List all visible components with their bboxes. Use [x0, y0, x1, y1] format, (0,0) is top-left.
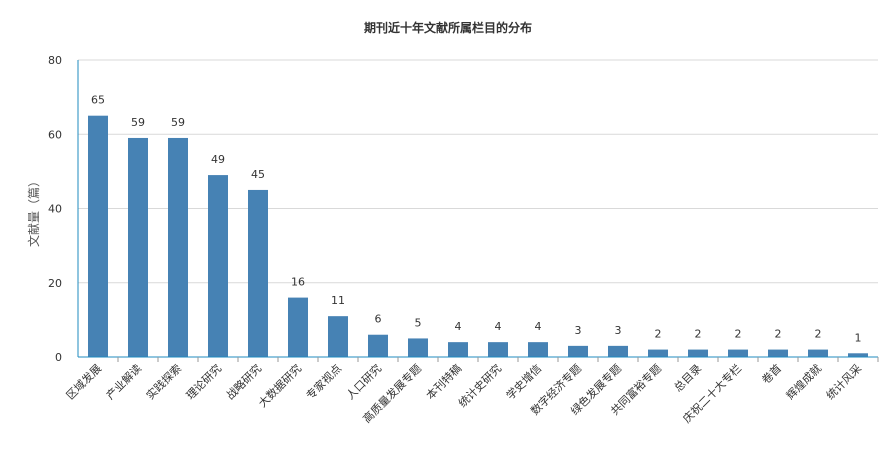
data-label: 45 [251, 168, 265, 181]
x-tick-label: 理论研究 [183, 361, 224, 402]
bar [128, 137, 148, 357]
x-tick-label: 产业解读 [103, 361, 144, 402]
x-tick-label: 大数据研究 [255, 361, 304, 410]
data-label: 4 [535, 320, 542, 333]
data-label: 3 [575, 324, 582, 337]
y-tick-label: 0 [55, 351, 62, 364]
x-tick-label: 统计风采 [824, 362, 864, 402]
x-tick-label: 人口研究 [343, 361, 384, 402]
bar [528, 342, 548, 357]
bar [768, 349, 788, 357]
bar [328, 316, 348, 357]
data-label: 2 [695, 328, 702, 341]
bar [288, 297, 308, 357]
data-label: 1 [855, 331, 862, 344]
x-tick-label: 学史增信 [503, 361, 544, 402]
data-label: 6 [375, 313, 382, 326]
x-tick-label: 实践探索 [143, 361, 184, 402]
bar [488, 342, 508, 357]
bars [88, 115, 868, 357]
data-label: 4 [455, 320, 462, 333]
bar [408, 338, 428, 357]
y-tick-label: 60 [48, 128, 62, 141]
data-label: 2 [735, 328, 742, 341]
x-tick-label: 本刊特稿 [423, 361, 464, 402]
data-label: 59 [171, 116, 185, 129]
data-label: 65 [91, 94, 105, 107]
bar [448, 342, 468, 357]
bar [848, 353, 868, 357]
data-label: 3 [615, 324, 622, 337]
data-label: 2 [815, 328, 822, 341]
y-axis-ticks: 0 20 40 60 80 [48, 54, 62, 364]
bar [688, 349, 708, 357]
data-label: 49 [211, 153, 225, 166]
data-label: 2 [775, 328, 782, 341]
chart-title: 期刊近十年文献所属栏目的分布 [364, 20, 532, 35]
x-tick-label: 区域发展 [63, 361, 104, 402]
bar [248, 189, 268, 357]
x-tick-label: 总目录 [671, 361, 704, 394]
gridlines [78, 59, 878, 284]
bar [168, 137, 188, 357]
x-tick-label: 战略研究 [223, 361, 264, 402]
bar [208, 175, 228, 357]
x-tick-label: 专家视点 [303, 361, 344, 402]
bar [368, 334, 388, 357]
data-label: 16 [291, 276, 305, 289]
data-label: 5 [415, 316, 422, 329]
bar [808, 349, 828, 357]
data-label: 4 [495, 320, 502, 333]
x-tick-label: 辉煌成就 [783, 361, 824, 402]
bar [568, 345, 588, 357]
y-axis-label: 文献量（篇） [26, 175, 41, 247]
bar [608, 345, 628, 357]
bar [648, 349, 668, 357]
x-tick-label: 卷首 [759, 361, 784, 386]
y-tick-label: 80 [48, 54, 62, 67]
data-label: 2 [655, 328, 662, 341]
y-tick-label: 20 [48, 277, 62, 290]
data-label: 59 [131, 116, 145, 129]
y-tick-label: 40 [48, 203, 62, 216]
bar [88, 115, 108, 357]
data-label: 11 [331, 294, 345, 307]
bar [728, 349, 748, 357]
x-tick-label: 统计史研究 [455, 361, 504, 410]
